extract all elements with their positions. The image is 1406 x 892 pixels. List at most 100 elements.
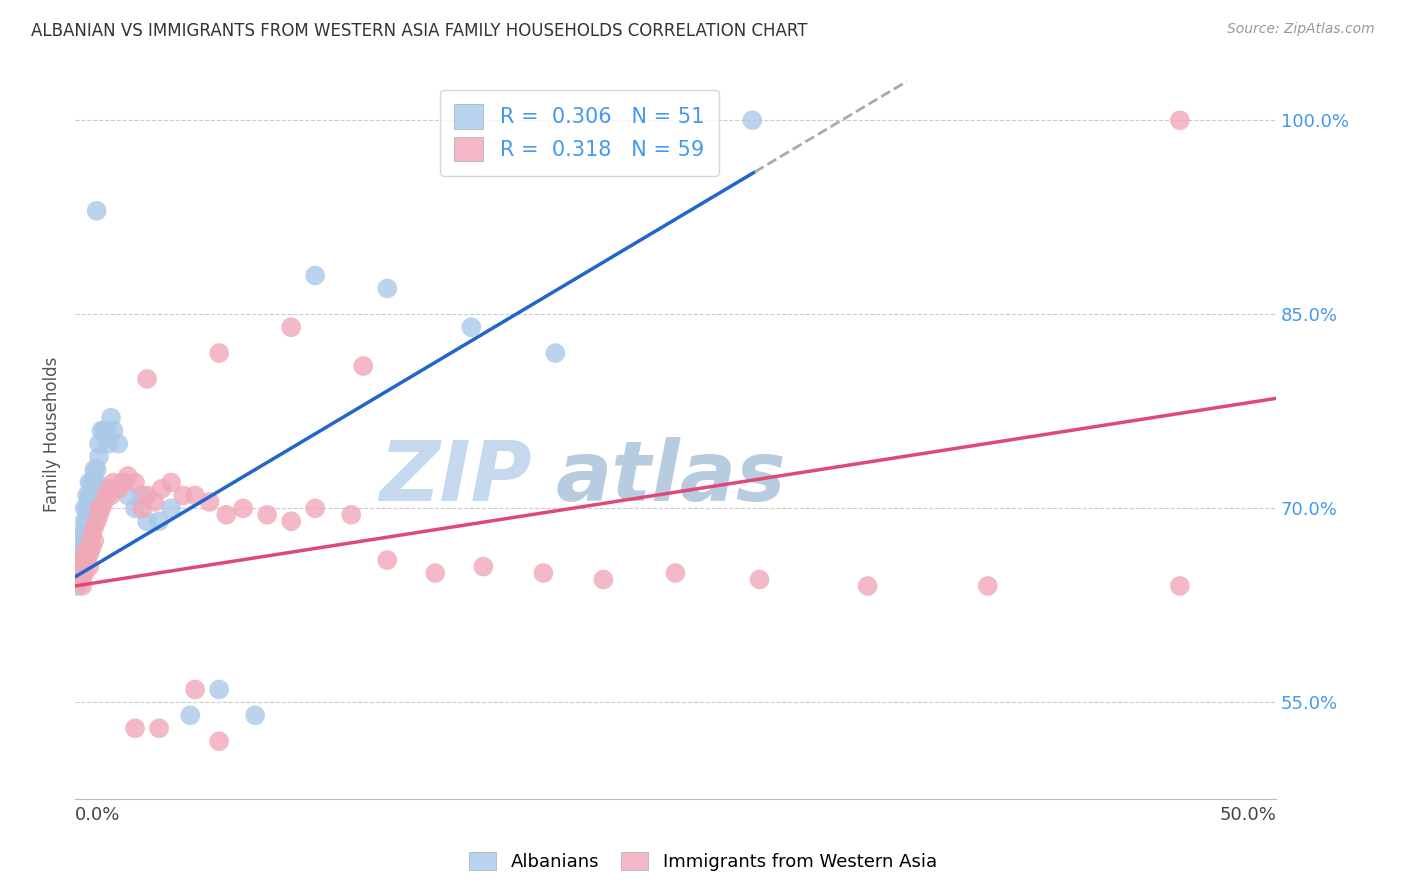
Point bbox=[87, 450, 110, 464]
Point bbox=[198, 495, 221, 509]
Point bbox=[856, 579, 879, 593]
Point bbox=[86, 203, 108, 218]
Point bbox=[136, 372, 159, 386]
Text: ZIP: ZIP bbox=[378, 437, 531, 518]
Point bbox=[73, 566, 96, 580]
Point bbox=[90, 501, 112, 516]
Point bbox=[69, 553, 91, 567]
Point bbox=[80, 488, 103, 502]
Point bbox=[86, 514, 108, 528]
Point bbox=[592, 573, 614, 587]
Point bbox=[112, 475, 135, 490]
Point bbox=[208, 346, 231, 360]
Text: ALBANIAN VS IMMIGRANTS FROM WESTERN ASIA FAMILY HOUSEHOLDS CORRELATION CHART: ALBANIAN VS IMMIGRANTS FROM WESTERN ASIA… bbox=[31, 22, 807, 40]
Point bbox=[73, 553, 96, 567]
Point bbox=[70, 566, 93, 580]
Point bbox=[76, 527, 98, 541]
Point bbox=[425, 566, 447, 580]
Point bbox=[472, 559, 495, 574]
Point bbox=[1168, 579, 1191, 593]
Point bbox=[304, 268, 326, 283]
Point bbox=[136, 488, 159, 502]
Text: 0.0%: 0.0% bbox=[75, 805, 121, 824]
Point bbox=[117, 469, 139, 483]
Point bbox=[96, 424, 118, 438]
Point bbox=[76, 501, 98, 516]
Text: 50.0%: 50.0% bbox=[1219, 805, 1277, 824]
Point bbox=[73, 527, 96, 541]
Point bbox=[90, 424, 112, 438]
Point bbox=[69, 566, 91, 580]
Point bbox=[375, 553, 398, 567]
Point bbox=[131, 488, 153, 502]
Text: atlas: atlas bbox=[555, 437, 786, 518]
Point bbox=[76, 488, 98, 502]
Point bbox=[69, 553, 91, 567]
Point bbox=[76, 514, 98, 528]
Point bbox=[124, 475, 146, 490]
Point bbox=[107, 482, 129, 496]
Point bbox=[112, 475, 135, 490]
Point bbox=[741, 113, 763, 128]
Point bbox=[66, 566, 89, 580]
Point bbox=[184, 488, 207, 502]
Point bbox=[150, 482, 173, 496]
Point bbox=[148, 514, 170, 528]
Point bbox=[96, 488, 118, 502]
Point bbox=[124, 721, 146, 735]
Point bbox=[83, 475, 105, 490]
Point bbox=[83, 533, 105, 548]
Point bbox=[80, 527, 103, 541]
Point bbox=[97, 436, 120, 450]
Point bbox=[79, 488, 101, 502]
Point bbox=[352, 359, 374, 373]
Point bbox=[179, 708, 201, 723]
Point bbox=[136, 514, 159, 528]
Point bbox=[70, 553, 93, 567]
Point bbox=[93, 424, 115, 438]
Point bbox=[80, 501, 103, 516]
Point bbox=[1168, 113, 1191, 128]
Point bbox=[208, 734, 231, 748]
Point bbox=[80, 540, 103, 554]
Point bbox=[160, 475, 183, 490]
Point bbox=[73, 514, 96, 528]
Point bbox=[280, 514, 302, 528]
Point bbox=[69, 527, 91, 541]
Point bbox=[73, 501, 96, 516]
Point bbox=[87, 508, 110, 522]
Point bbox=[977, 579, 1000, 593]
Point bbox=[544, 346, 567, 360]
Point bbox=[107, 436, 129, 450]
Point bbox=[83, 521, 105, 535]
Point bbox=[86, 475, 108, 490]
Point bbox=[208, 682, 231, 697]
Y-axis label: Family Households: Family Households bbox=[44, 356, 60, 512]
Point bbox=[172, 488, 194, 502]
Point bbox=[103, 475, 125, 490]
Point bbox=[531, 566, 554, 580]
Point bbox=[79, 547, 101, 561]
Point bbox=[70, 579, 93, 593]
Point bbox=[256, 508, 278, 522]
Point bbox=[87, 436, 110, 450]
Point bbox=[97, 482, 120, 496]
Point bbox=[79, 559, 101, 574]
Point bbox=[304, 501, 326, 516]
Point bbox=[232, 501, 254, 516]
Point bbox=[184, 682, 207, 697]
Point bbox=[215, 508, 238, 522]
Point bbox=[79, 475, 101, 490]
Point bbox=[280, 320, 302, 334]
Point bbox=[70, 573, 93, 587]
Point bbox=[664, 566, 686, 580]
Point bbox=[103, 424, 125, 438]
Point bbox=[243, 708, 266, 723]
Point bbox=[79, 501, 101, 516]
Point bbox=[160, 501, 183, 516]
Point bbox=[73, 540, 96, 554]
Point bbox=[148, 721, 170, 735]
Point bbox=[100, 410, 122, 425]
Point bbox=[100, 488, 122, 502]
Point bbox=[748, 573, 770, 587]
